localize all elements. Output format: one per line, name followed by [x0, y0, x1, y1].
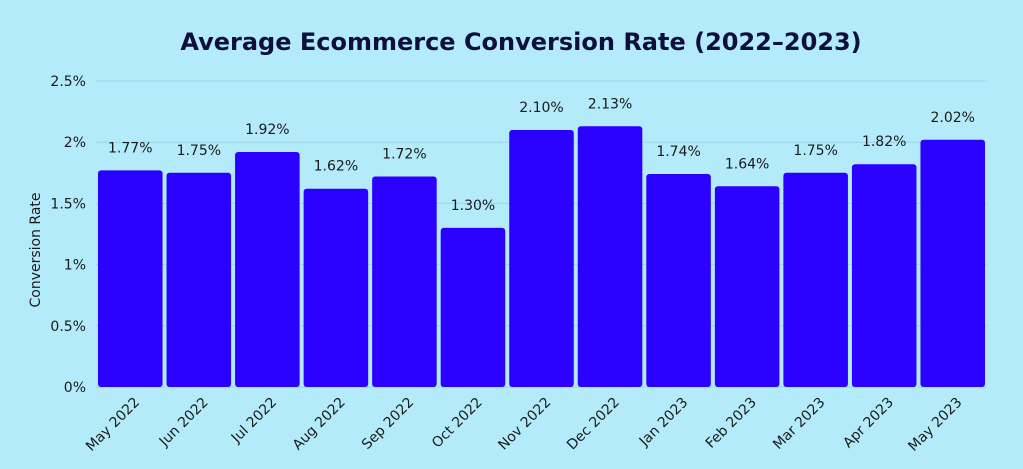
x-tick-label: Jul 2022	[228, 395, 280, 447]
x-tick-label: Jun 2022	[156, 395, 212, 451]
data-label: 1.82%	[862, 134, 906, 150]
y-axis-ticks: 0% 0.5% 1% 1.5% 2% 2.5%	[50, 74, 86, 396]
bar-aug-2022	[303, 188, 369, 387]
y-tick-label: 2%	[64, 135, 86, 151]
x-tick-label: Dec 2022	[564, 395, 623, 454]
bar-jul-2022	[235, 151, 300, 387]
x-tick-label: Oct 2022	[429, 395, 486, 452]
data-label: 2.13%	[588, 96, 632, 112]
x-tick-label: May 2023	[905, 395, 965, 455]
bar-mar-2023	[783, 172, 848, 387]
x-tick-label: Mar 2023	[770, 395, 828, 453]
data-label: 1.64%	[725, 156, 769, 172]
y-axis-title: Conversion Rate	[28, 192, 44, 307]
bar-may-2022	[98, 170, 163, 387]
x-tick-label: Sep 2022	[359, 395, 417, 453]
data-label: 2.02%	[930, 110, 974, 126]
x-tick-label: Aug 2022	[290, 395, 349, 454]
y-tick-label: 2.5%	[50, 74, 86, 90]
bar-oct-2022	[440, 227, 506, 387]
bar-jan-2023	[646, 174, 711, 387]
data-label: 1.75%	[793, 143, 837, 159]
x-tick-label: Feb 2023	[703, 395, 760, 452]
y-tick-label: 0%	[64, 380, 86, 396]
x-tick-label: Jan 2023	[636, 395, 692, 451]
data-label: 1.92%	[245, 122, 289, 138]
data-label: 1.74%	[656, 144, 700, 160]
data-label: 1.30%	[451, 198, 495, 214]
chart-title: Average Ecommerce Conversion Rate (2022–…	[180, 28, 861, 56]
y-tick-label: 1.5%	[50, 196, 86, 212]
x-tick-label: Nov 2022	[495, 395, 554, 454]
y-tick-label: 1%	[64, 258, 86, 274]
x-axis-ticks: May 2022 Jun 2022 Jul 2022 Aug 2022 Sep 2022…	[83, 395, 966, 455]
y-tick-label: 0.5%	[50, 319, 86, 335]
x-tick-label: Apr 2023	[840, 395, 897, 452]
data-labels: 1.77% 1.75% 1.92% 1.62% 1.72% 1.30% 2.10% 2.13%…	[108, 96, 975, 214]
bar-sep-2022	[372, 176, 437, 387]
bar-nov-2022	[509, 129, 574, 387]
bar-may-2023	[920, 139, 985, 387]
data-label: 1.62%	[314, 159, 358, 175]
bar-feb-2023	[714, 186, 780, 387]
data-label: 2.10%	[519, 100, 563, 116]
data-label: 1.75%	[177, 143, 221, 159]
data-label: 1.72%	[382, 146, 426, 162]
x-tick-label: May 2022	[83, 395, 143, 455]
bar-apr-2023	[851, 164, 917, 387]
bar-jun-2022	[166, 172, 232, 387]
bars	[98, 126, 985, 388]
data-label: 1.77%	[108, 140, 152, 156]
bar-dec-2022	[577, 126, 643, 388]
